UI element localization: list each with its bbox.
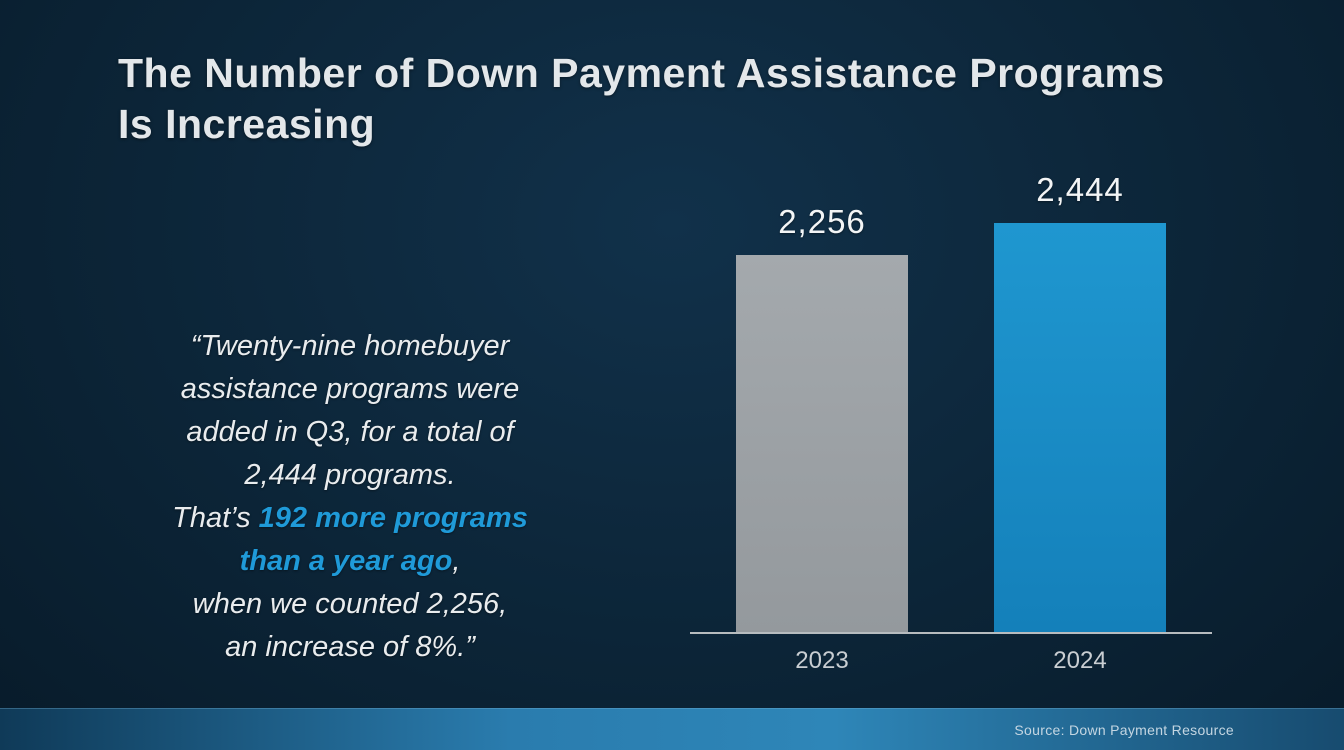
x-tick-2023: 2023 <box>795 647 849 674</box>
source-attribution: Source: Down Payment Resource <box>1014 722 1234 738</box>
bar-column-2024: 2,444 <box>994 171 1166 632</box>
page-title: The Number of Down Payment Assistance Pr… <box>118 50 1165 148</box>
quote-text-post: , when we counted 2,256, an increase of … <box>192 545 508 663</box>
quote-text-highlight: 192 more programs than a year ago <box>239 502 528 577</box>
quote-text-pre: “Twenty-nine homebuyer assistance progra… <box>172 330 520 534</box>
x-axis-labels: 2023 2024 <box>690 647 1212 675</box>
x-tick-2024: 2024 <box>1053 647 1107 674</box>
footer-band <box>0 708 1344 750</box>
bar-2023 <box>736 255 908 632</box>
bar-2024 <box>994 223 1166 632</box>
chart-plot-area: 2,256 2,444 <box>690 150 1212 632</box>
bar-chart: 2,256 2,444 2023 2024 <box>690 150 1212 675</box>
x-axis-line <box>690 632 1212 634</box>
bar-value-label-2024: 2,444 <box>1036 171 1124 208</box>
bar-column-2023: 2,256 <box>736 203 908 632</box>
quote-block: “Twenty-nine homebuyer assistance progra… <box>100 282 600 669</box>
bar-value-label-2023: 2,256 <box>778 203 866 240</box>
